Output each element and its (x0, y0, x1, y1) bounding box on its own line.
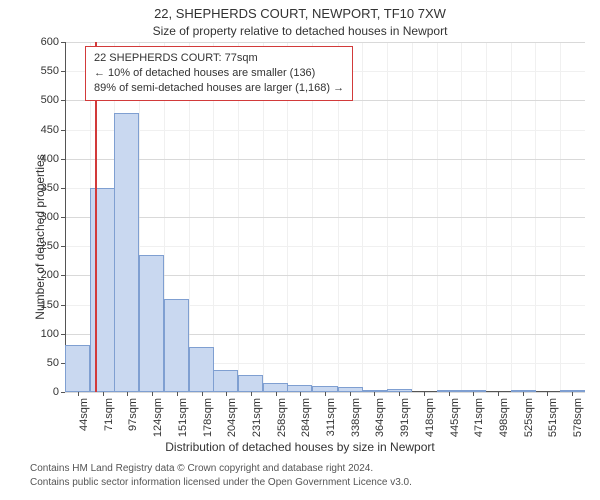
x-tick-mark (473, 392, 474, 396)
x-tick-label: 97sqm (127, 398, 139, 431)
x-tick-mark (350, 392, 351, 396)
y-tick-label: 50 (47, 357, 59, 369)
x-tick-label: 418sqm (424, 398, 436, 437)
y-tick-mark (61, 334, 65, 335)
y-tick-mark (61, 42, 65, 43)
x-tick-mark (498, 392, 499, 396)
x-tick-mark (202, 392, 203, 396)
y-tick-mark (61, 217, 65, 218)
y-tick-label: 300 (41, 211, 59, 223)
y-tick-mark (61, 363, 65, 364)
y-tick-label: 600 (41, 36, 59, 48)
x-tick-label: 178sqm (202, 398, 214, 437)
attribution: Contains HM Land Registry data © Crown c… (30, 462, 590, 489)
x-tick-mark (300, 392, 301, 396)
x-tick-label: 124sqm (152, 398, 164, 437)
x-tick-mark (449, 392, 450, 396)
x-tick-label: 231sqm (251, 398, 263, 437)
attribution-line-1: Contains HM Land Registry data © Crown c… (30, 462, 590, 476)
y-tick-label: 100 (41, 328, 59, 340)
histogram-bar (263, 383, 288, 392)
annotation-line-3: 89% of semi-detached houses are larger (… (94, 81, 344, 96)
x-tick-label: 258sqm (276, 398, 288, 437)
x-tick-label: 364sqm (374, 398, 386, 437)
y-tick-label: 500 (41, 94, 59, 106)
y-tick-mark (61, 305, 65, 306)
histogram-bar (139, 255, 164, 392)
y-tick-label: 250 (41, 240, 59, 252)
x-tick-mark (177, 392, 178, 396)
x-tick-label: 498sqm (498, 398, 510, 437)
y-tick-mark (61, 275, 65, 276)
x-tick-label: 71sqm (103, 398, 115, 431)
x-tick-label: 578sqm (572, 398, 584, 437)
y-tick-mark (61, 71, 65, 72)
plot-area: 050100150200250300350400450500550600 44s… (65, 42, 585, 392)
x-tick-mark (103, 392, 104, 396)
x-tick-mark (127, 392, 128, 396)
x-tick-mark (276, 392, 277, 396)
y-tick-label: 200 (41, 269, 59, 281)
y-tick-mark (61, 159, 65, 160)
x-tick-label: 204sqm (226, 398, 238, 437)
annotation-line-1: 22 SHEPHERDS COURT: 77sqm (94, 51, 344, 66)
x-tick-label: 284sqm (300, 398, 312, 437)
x-tick-mark (424, 392, 425, 396)
histogram-bar (213, 370, 238, 392)
x-tick-mark (572, 392, 573, 396)
y-tick-label: 150 (41, 299, 59, 311)
y-tick-label: 450 (41, 124, 59, 136)
x-tick-mark (523, 392, 524, 396)
histogram-bar (65, 345, 90, 392)
x-tick-label: 338sqm (350, 398, 362, 437)
x-tick-mark (399, 392, 400, 396)
x-tick-label: 471sqm (473, 398, 485, 437)
y-tick-label: 400 (41, 153, 59, 165)
y-tick-mark (61, 392, 65, 393)
annotation-box: 22 SHEPHERDS COURT: 77sqm ← 10% of detac… (85, 46, 353, 101)
histogram-bar (287, 385, 312, 392)
histogram-bar (114, 113, 139, 392)
x-tick-mark (325, 392, 326, 396)
y-tick-label: 0 (53, 386, 59, 398)
x-tick-label: 311sqm (325, 398, 337, 436)
y-tick-label: 550 (41, 65, 59, 77)
x-tick-label: 525sqm (523, 398, 535, 437)
chart-title: 22, SHEPHERDS COURT, NEWPORT, TF10 7XW (0, 6, 600, 21)
histogram-bar (164, 299, 189, 392)
x-tick-mark (78, 392, 79, 396)
x-axis-label: Distribution of detached houses by size … (0, 440, 600, 454)
x-tick-label: 44sqm (78, 398, 90, 431)
attribution-line-2: Contains public sector information licen… (30, 476, 590, 490)
x-tick-label: 151sqm (177, 398, 189, 437)
x-tick-mark (547, 392, 548, 396)
y-tick-mark (61, 130, 65, 131)
y-tick-label: 350 (41, 182, 59, 194)
x-tick-label: 445sqm (449, 398, 461, 437)
x-tick-mark (226, 392, 227, 396)
annotation-line-2: ← 10% of detached houses are smaller (13… (94, 66, 344, 81)
chart-container: 22, SHEPHERDS COURT, NEWPORT, TF10 7XW S… (0, 0, 600, 500)
x-tick-mark (374, 392, 375, 396)
histogram-bar (189, 347, 214, 393)
y-tick-mark (61, 188, 65, 189)
x-tick-label: 391sqm (399, 398, 411, 437)
histogram-bar (238, 375, 263, 393)
x-tick-mark (251, 392, 252, 396)
y-tick-mark (61, 100, 65, 101)
chart-subtitle: Size of property relative to detached ho… (0, 24, 600, 38)
y-tick-mark (61, 246, 65, 247)
x-tick-label: 551sqm (547, 398, 559, 437)
x-tick-mark (152, 392, 153, 396)
